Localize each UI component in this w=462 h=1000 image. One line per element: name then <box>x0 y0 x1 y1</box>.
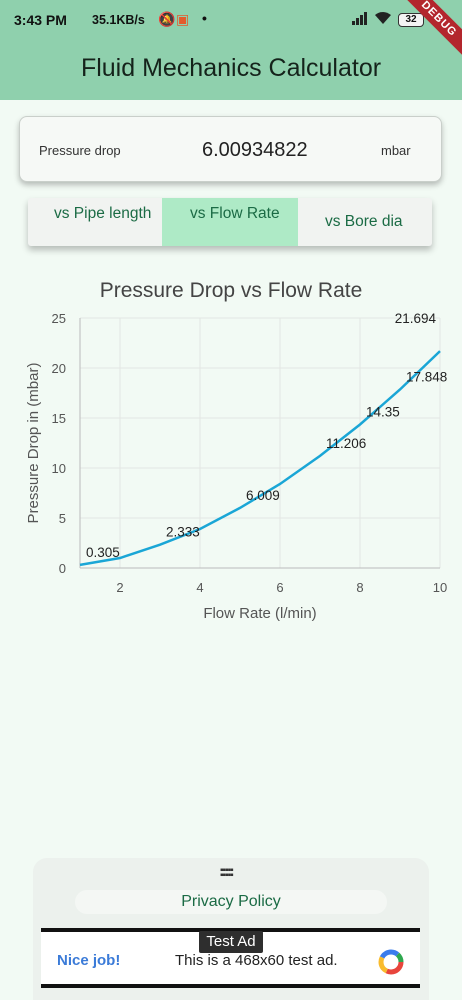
privacy-policy-button[interactable]: Privacy Policy <box>75 890 387 914</box>
data-label: 14.35 <box>366 405 400 420</box>
x-tick-label: 4 <box>196 580 203 595</box>
ad-headline: Nice job! <box>57 952 121 969</box>
y-axis-title: Pressure Drop in (mbar) <box>25 363 42 524</box>
data-label: 21.694 <box>395 311 437 326</box>
y-tick-label: 25 <box>52 311 66 326</box>
test-ad-badge: Test Ad <box>199 931 263 953</box>
page-title: Fluid Mechanics Calculator <box>80 54 382 82</box>
tab-bore-dia[interactable]: vs Bore dia <box>298 198 432 246</box>
x-tick-label: 6 <box>276 580 283 595</box>
tab-label: vs Flow Rate <box>190 205 280 222</box>
status-time: 3:43 PM <box>14 12 67 28</box>
notification-muted-icon: 🔕 <box>158 11 176 27</box>
data-label: 17.848 <box>406 370 447 385</box>
app-bar: 3:43 PM 35.1KB/s 🔕 ▣ • 32 DEBUG Fluid Me… <box>0 0 462 100</box>
y-tick-label: 0 <box>59 561 66 576</box>
series-line <box>79 350 441 567</box>
x-tick-label: 10 <box>433 580 447 595</box>
tab-pipe-length[interactable]: vs Pipe length <box>28 198 162 246</box>
y-tick-label: 15 <box>52 411 66 426</box>
signal-icon <box>352 11 368 28</box>
x-axis-title: Flow Rate (l/min) <box>203 605 316 622</box>
pressure-drop-chart: 0 5 10 15 20 25 2 4 6 8 10 Flow Rate (l/min) Pressur… <box>25 311 447 622</box>
ad-message: This is a 468x60 test ad. <box>175 952 338 969</box>
chart-title: Pressure Drop vs Flow Rate <box>99 279 363 302</box>
y-tick-label: 20 <box>52 361 66 376</box>
status-net-speed: 35.1KB/s <box>92 13 145 27</box>
y-tick-label: 10 <box>52 461 66 476</box>
y-tick-label: 5 <box>59 511 66 526</box>
status-bar: 3:43 PM 35.1KB/s 🔕 ▣ • 32 DEBUG <box>0 0 462 65</box>
result-value: 6.00934822 <box>202 139 308 161</box>
data-label: 2.333 <box>166 525 200 540</box>
data-label: 0.305 <box>86 545 120 560</box>
ad-network-logo-icon <box>378 949 404 980</box>
data-label: 6.009 <box>246 488 280 503</box>
drag-handle-icon[interactable]: ▪▪▪▪▪ ▪▪▪▪▪ <box>220 865 234 881</box>
result-card: Pressure drop 6.00934822 mbar <box>19 116 442 182</box>
tab-label: vs Pipe length <box>54 205 152 222</box>
x-tick-label: 8 <box>356 580 363 595</box>
more-notifications-icon: • <box>202 10 207 26</box>
tab-flow-rate[interactable]: vs Flow Rate <box>162 198 298 246</box>
chart-tabs: vs Pipe length vs Flow Rate vs Bore dia <box>28 198 432 246</box>
battery-icon: 32 <box>398 13 424 27</box>
tab-label: vs Bore dia <box>325 213 403 230</box>
x-tick-label: 2 <box>116 580 123 595</box>
result-label: Pressure drop <box>39 143 121 158</box>
app-notification-icon: ▣ <box>176 11 190 27</box>
result-unit: mbar <box>381 143 411 158</box>
data-label: 11.206 <box>326 436 366 451</box>
wifi-icon <box>374 11 392 28</box>
